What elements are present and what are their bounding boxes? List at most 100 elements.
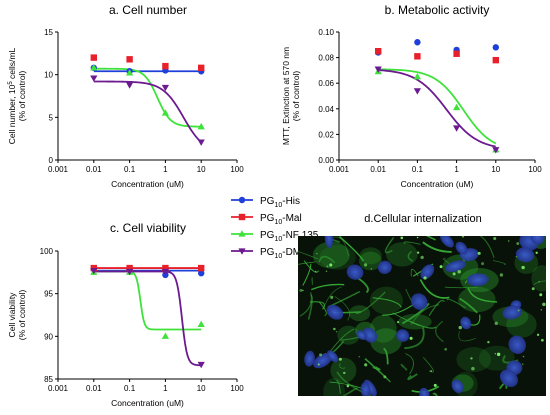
data-point-2 — [161, 332, 169, 339]
y-tick-label: 90 — [44, 332, 53, 341]
data-point-1 — [198, 64, 205, 72]
panel-b-metabolic-activity: b. Metabolic activity 0.001 0.01 0.1 1 10 100 0… — [281, 3, 542, 189]
data-point-2 — [197, 122, 205, 130]
data-point-3 — [126, 82, 134, 89]
x-axis-label: Concentration (uM) — [401, 179, 474, 189]
legend-marker — [238, 213, 246, 221]
data-point-1 — [126, 56, 133, 63]
data-point-3 — [90, 268, 98, 275]
micrograph-cells — [298, 236, 546, 396]
data-point-2 — [413, 73, 421, 80]
data-point-1 — [453, 50, 460, 57]
data-point-1 — [126, 264, 133, 272]
data-point-1 — [162, 62, 169, 70]
x-tick-label: 0.01 — [86, 384, 102, 393]
data-point-3 — [90, 75, 98, 82]
y-axis-label: MTT, Extinction at 570 nm — [281, 47, 291, 145]
x-tick-label: 0.01 — [370, 165, 386, 174]
y-tick-label: 15 — [44, 28, 53, 37]
micrograph-title: d.Cellular internalization — [364, 213, 481, 225]
fit-curve-3 — [93, 80, 202, 143]
data-point-3 — [126, 268, 134, 276]
data-point-3 — [413, 88, 421, 95]
data-point-3 — [161, 268, 169, 276]
x-tick-label: 10 — [197, 165, 206, 174]
data-point-2 — [90, 64, 98, 71]
legend-label: PG10-DMA — [260, 247, 308, 260]
legend-label: PG10-Mal — [260, 213, 302, 226]
panel-title: b. Metabolic activity — [385, 3, 490, 17]
legend-label: PG10-NF 135 — [260, 230, 319, 243]
y-tick-label: 100 — [40, 247, 54, 256]
legend: PG10-His PG10-Mal PG10-NF 135 PG10-DMA — [231, 196, 319, 260]
data-point-2 — [453, 103, 461, 111]
y-axis-label: Cell number, 105 cells/mL — [7, 48, 17, 145]
x-tick-label: 0.1 — [124, 384, 136, 393]
x-tick-label: 0.01 — [86, 165, 102, 174]
x-tick-label: 100 — [528, 165, 542, 174]
data-point-1 — [198, 264, 205, 272]
data-point-0 — [198, 269, 205, 277]
x-axis-label: Concentration (uM) — [111, 179, 184, 189]
data-point-3 — [161, 84, 169, 92]
y-axis-label-line2: (% of control) — [291, 71, 301, 122]
data-point-1 — [375, 48, 382, 55]
legend-item: PG10-NF 135 — [231, 230, 319, 243]
x-tick-label: 0.1 — [124, 165, 136, 174]
panel-title: a. Cell number — [109, 3, 187, 17]
y-tick-label: 0.02 — [318, 130, 334, 139]
panel-c-cell-viability: c. Cell viability 0.001 0.01 0.1 1 10 100 85 90 9… — [7, 221, 244, 408]
y-tick-label: 0.04 — [318, 105, 334, 114]
x-tick-label: 0.001 — [48, 165, 69, 174]
data-point-1 — [162, 264, 169, 272]
fit-curve-3 — [378, 69, 496, 148]
data-point-3 — [374, 66, 382, 73]
x-tick-label: 100 — [230, 165, 244, 174]
fit-curve-2 — [93, 270, 202, 331]
data-point-3 — [197, 361, 205, 369]
legend-label: PG10-His — [260, 196, 300, 209]
y-tick-label: 5 — [49, 113, 54, 122]
x-tick-label: 1 — [454, 165, 459, 174]
y-tick-label: 95 — [44, 290, 53, 299]
x-tick-label: 10 — [197, 384, 206, 393]
legend-item: PG10-Mal — [231, 213, 302, 226]
y-tick-label: 0.06 — [318, 79, 334, 88]
y-tick-label: 10 — [44, 71, 53, 80]
fit-curve-3 — [93, 270, 202, 367]
x-axis-label: Concentration (uM) — [111, 398, 184, 408]
y-tick-label: 0.08 — [318, 54, 334, 63]
legend-marker — [238, 248, 246, 255]
legend-item: PG10-His — [231, 196, 300, 209]
x-tick-label: 0.1 — [412, 165, 424, 174]
x-tick-label: 0.001 — [48, 384, 69, 393]
y-axis-label: Cell viability — [7, 292, 17, 338]
x-tick-label: 0.001 — [329, 165, 350, 174]
x-tick-label: 100 — [230, 384, 244, 393]
fit-curve-2 — [93, 67, 202, 128]
data-point-2 — [161, 109, 169, 116]
y-tick-label: 0 — [49, 156, 54, 165]
data-point-1 — [90, 54, 97, 61]
data-point-3 — [197, 139, 205, 146]
data-point-2 — [126, 69, 134, 76]
y-axis-label-line2: (% of control) — [17, 290, 27, 341]
legend-marker — [238, 196, 246, 204]
x-tick-label: 1 — [163, 384, 168, 393]
data-point-0 — [414, 39, 421, 46]
data-point-3 — [492, 147, 500, 154]
data-point-0 — [492, 44, 499, 51]
y-axis-label-line2: (% of control) — [17, 71, 27, 122]
y-tick-label: 0.00 — [318, 156, 334, 165]
y-tick-label: 0.10 — [318, 28, 334, 37]
data-point-1 — [492, 56, 499, 64]
x-tick-label: 1 — [163, 165, 168, 174]
micrograph-panel: d.Cellular internalization — [298, 213, 546, 396]
panel-title: c. Cell viability — [110, 221, 186, 235]
legend-marker — [238, 230, 246, 237]
y-tick-label: 85 — [44, 375, 53, 384]
legend-item: PG10-DMA — [231, 247, 308, 260]
panel-a-cell-number: a. Cell number 0.001 0.01 0.1 1 10 100 0 5 10 15 Co… — [7, 3, 244, 189]
data-point-3 — [453, 125, 461, 132]
